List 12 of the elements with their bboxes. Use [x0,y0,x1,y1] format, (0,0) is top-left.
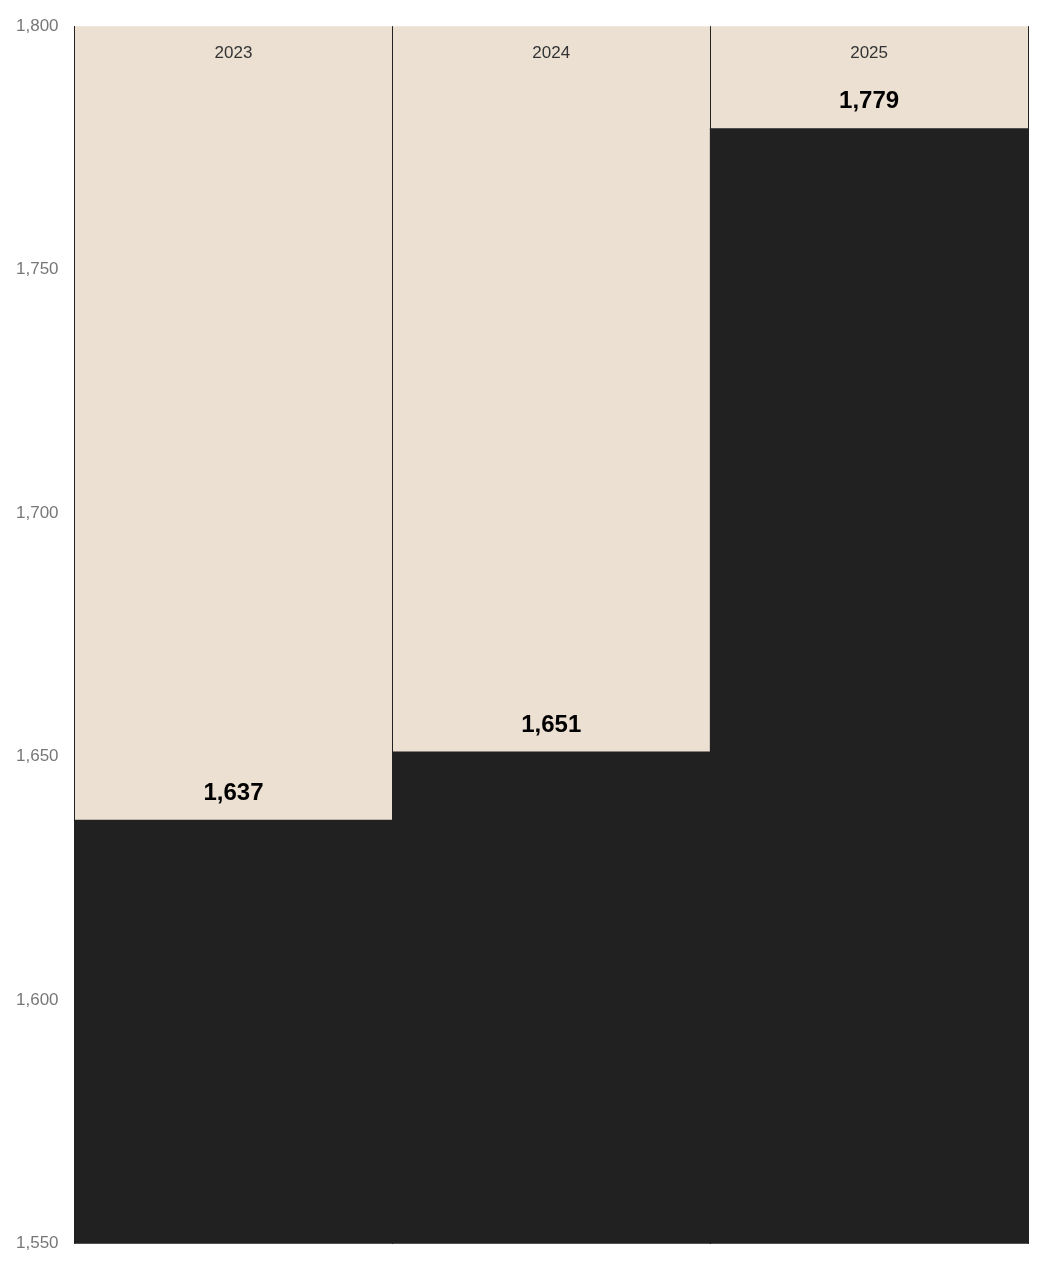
y-tick-label: 1,750 [15,259,59,279]
x-tick-label: 2023 [214,42,253,62]
data-label: 1,779 [839,86,900,114]
y-tick-label: 1,650 [15,746,59,766]
data-label: 1,637 [203,778,264,806]
data-label: 1,651 [521,709,582,737]
x-tick-label: 2025 [850,42,888,62]
x-tick-label: 2024 [532,42,571,62]
y-tick-label: 1,700 [15,502,59,522]
y-tick-label: 1,800 [15,15,59,35]
y-tick-label: 1,600 [15,989,59,1009]
y-tick-label: 1,550 [15,1233,59,1253]
